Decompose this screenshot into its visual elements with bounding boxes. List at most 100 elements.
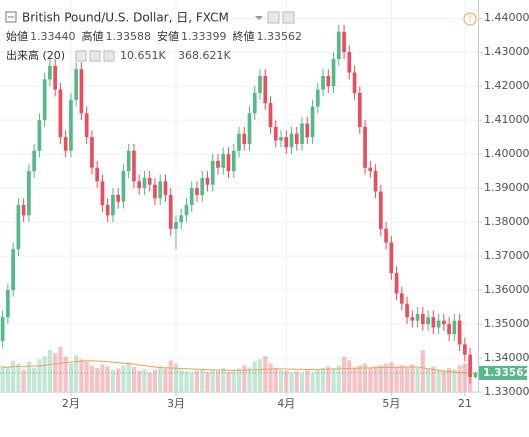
volume-bar — [205, 372, 210, 392]
candle-body — [90, 137, 94, 168]
candle-body — [436, 320, 441, 328]
volume-bar — [32, 367, 37, 392]
candle-body — [415, 313, 420, 321]
volume-bar — [63, 356, 68, 392]
alert-icon[interactable] — [463, 12, 477, 26]
volume-bar — [257, 359, 263, 392]
y-tick-label: 1.35000 — [484, 317, 529, 330]
volume-bar — [331, 368, 336, 392]
volume-bar — [368, 367, 373, 392]
candle-body — [399, 293, 404, 304]
volume-bar — [462, 363, 467, 392]
candle-body — [279, 137, 283, 141]
candle-body — [21, 205, 26, 216]
volume-bar — [299, 373, 305, 392]
candle-body — [74, 69, 79, 100]
volume-bar — [131, 366, 137, 392]
x-tick-label: 5月 — [382, 397, 400, 410]
volume-bar — [84, 361, 89, 392]
candle-body — [410, 317, 415, 321]
candle-body — [216, 160, 220, 168]
settings-icon[interactable] — [89, 50, 101, 62]
volume-bar — [152, 370, 158, 392]
candle-body — [195, 188, 199, 195]
volume-bar — [452, 369, 457, 392]
candle-body — [294, 133, 299, 144]
settings-icon[interactable] — [267, 11, 280, 24]
y-tick-label: 1.42000 — [484, 79, 529, 92]
candle-body — [405, 303, 409, 318]
last-price-badge — [479, 365, 527, 380]
volume-bar — [352, 367, 357, 392]
volume-bar — [252, 361, 257, 392]
volume-value: 10.651K — [120, 49, 166, 62]
candle-body — [111, 194, 115, 216]
candle-body — [231, 150, 236, 172]
candle-body — [473, 372, 478, 378]
candle-body — [331, 58, 336, 87]
candle-body — [310, 106, 315, 138]
x-tick-label: 21 — [458, 397, 472, 410]
dropdown-icon[interactable] — [255, 16, 263, 20]
candle-body — [48, 65, 52, 80]
candle-body — [442, 320, 446, 325]
candle-body — [63, 137, 68, 151]
y-tick-label: 1.37000 — [484, 249, 529, 262]
candle-body — [84, 113, 89, 138]
volume-bar — [58, 347, 63, 392]
volume-bar — [294, 371, 299, 392]
volume-bar — [231, 370, 236, 392]
legend-value: 1.33562 — [257, 30, 303, 43]
volume-bar — [158, 366, 163, 392]
volume-bar — [326, 366, 331, 392]
candle-body — [210, 160, 215, 185]
candle-body — [205, 177, 210, 185]
candle-body — [27, 171, 31, 216]
volume-bar — [273, 367, 278, 392]
candle-body — [389, 242, 394, 274]
y-tick-label: 1.36000 — [484, 283, 529, 296]
candle-body — [184, 205, 189, 216]
volume-bar — [11, 360, 16, 392]
settings-icon[interactable] — [103, 50, 115, 62]
volume-bar — [305, 370, 310, 392]
y-tick-label: 1.39000 — [484, 181, 529, 194]
volume-bar — [194, 370, 200, 392]
candle-body — [452, 320, 457, 335]
candle-body — [263, 75, 268, 104]
candle-body — [42, 79, 47, 121]
candle-body — [352, 72, 357, 93]
last-price-label: 1.33562 — [483, 367, 529, 379]
candle-body — [457, 320, 462, 345]
legend-label: 終値 — [233, 29, 255, 43]
candle-body — [174, 222, 178, 229]
volume-bar — [289, 372, 294, 392]
volume-bar — [268, 363, 273, 392]
volume-bar — [215, 371, 221, 392]
volume-bar — [336, 365, 341, 392]
volume-bar — [278, 370, 284, 392]
candle-body — [326, 75, 331, 87]
candle-body — [300, 123, 304, 144]
candle-body — [394, 273, 399, 294]
x-tick-label: 2月 — [62, 397, 80, 410]
x-tick-label: 4月 — [277, 397, 295, 410]
candle-body — [289, 133, 294, 148]
settings-icon[interactable] — [75, 50, 87, 62]
candle-body — [431, 317, 436, 328]
candle-body — [189, 188, 194, 206]
volume-bar — [347, 360, 352, 392]
candle-body — [142, 177, 147, 189]
volume-bar — [310, 372, 315, 392]
y-tick-label: 1.40000 — [484, 147, 529, 160]
candle-body — [268, 103, 273, 127]
volume-bar — [284, 371, 289, 392]
settings-icon[interactable] — [282, 11, 295, 24]
volume-bar — [362, 363, 368, 392]
candle-body — [95, 167, 100, 182]
volume-bar — [105, 366, 110, 392]
candle-body — [421, 313, 425, 325]
volume-bar — [431, 366, 436, 392]
candle-body — [163, 181, 168, 195]
